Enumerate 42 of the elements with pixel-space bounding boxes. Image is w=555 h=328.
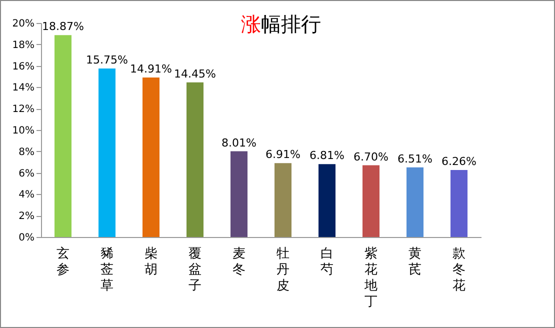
bar bbox=[274, 163, 292, 237]
y-tick-label: 0% bbox=[18, 232, 34, 244]
data-label: 6.81% bbox=[310, 149, 344, 162]
x-tick-label: 白芍 bbox=[320, 246, 334, 278]
y-tick-label: 14% bbox=[12, 82, 34, 94]
y-tick-label: 4% bbox=[18, 190, 34, 201]
bar bbox=[362, 165, 380, 237]
data-label: 14.91% bbox=[130, 62, 172, 76]
chart-title: 涨幅排行 bbox=[241, 11, 321, 38]
bar bbox=[98, 68, 116, 237]
y-tick-label: 12% bbox=[12, 104, 34, 116]
x-tick-label: 覆盆子 bbox=[188, 246, 202, 294]
data-label: 6.91% bbox=[266, 148, 300, 162]
x-tick-label: 麦冬 bbox=[232, 246, 246, 278]
bar bbox=[230, 151, 248, 237]
y-tick-label: 6% bbox=[18, 168, 34, 180]
y-tick-label: 20% bbox=[12, 18, 34, 30]
y-tick-label: 10% bbox=[12, 126, 34, 136]
data-label: 6.51% bbox=[398, 152, 432, 166]
data-label: 14.45% bbox=[174, 67, 216, 80]
data-label: 15.75% bbox=[86, 53, 128, 66]
bar bbox=[142, 77, 160, 237]
y-tick-label: 18% bbox=[12, 40, 34, 51]
x-tick-label: 柴胡 bbox=[144, 246, 158, 278]
x-tick-label: 玄参 bbox=[56, 246, 70, 278]
x-tick-label: 黄芪 bbox=[408, 246, 422, 278]
x-tick-label: 款冬花 bbox=[452, 246, 466, 294]
x-tick-label: 豨莶草 bbox=[100, 246, 114, 294]
bar bbox=[450, 170, 468, 237]
data-label: 6.70% bbox=[354, 150, 388, 164]
x-tick-label: 紫花地丁 bbox=[364, 246, 378, 310]
data-label: 8.01% bbox=[222, 136, 256, 150]
data-label: 6.26% bbox=[442, 155, 476, 168]
y-tick-label: 16% bbox=[12, 61, 34, 72]
y-tick-label: 2% bbox=[18, 211, 34, 222]
bar bbox=[406, 167, 424, 237]
bar bbox=[186, 82, 204, 237]
data-label: 18.87% bbox=[42, 20, 84, 34]
bar bbox=[54, 35, 72, 237]
y-tick-label: 8% bbox=[18, 146, 34, 158]
bar bbox=[318, 164, 336, 237]
x-tick-label: 牡丹皮 bbox=[276, 246, 290, 294]
